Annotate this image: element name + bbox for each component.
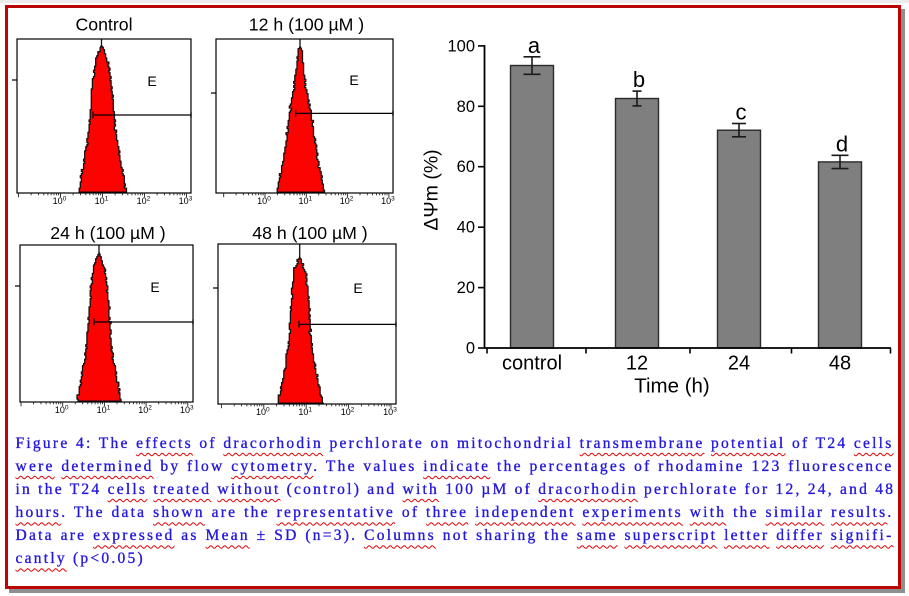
svg-text:48: 48: [829, 353, 851, 375]
svg-text:d: d: [836, 131, 848, 156]
svg-text:102: 102: [341, 407, 355, 417]
svg-text:103: 103: [179, 196, 193, 206]
svg-text:60: 60: [457, 158, 475, 176]
svg-text:ΔΨm (%): ΔΨm (%): [421, 149, 443, 230]
svg-text:101: 101: [298, 196, 312, 206]
svg-text:E: E: [150, 279, 159, 295]
svg-text:12 h (100 µM ): 12 h (100 µM ): [249, 15, 364, 35]
svg-text:b: b: [633, 67, 645, 92]
svg-text:101: 101: [298, 407, 312, 417]
svg-text:E: E: [349, 72, 358, 88]
svg-text:102: 102: [137, 196, 151, 206]
svg-text:100: 100: [55, 405, 69, 415]
svg-text:24: 24: [728, 353, 750, 375]
svg-text:102: 102: [138, 405, 152, 415]
svg-text:Control: Control: [75, 15, 132, 35]
svg-text:101: 101: [97, 405, 111, 415]
svg-text:103: 103: [383, 407, 397, 417]
svg-text:c: c: [736, 100, 747, 125]
svg-text:100: 100: [257, 196, 271, 206]
svg-text:100: 100: [256, 407, 270, 417]
svg-text:102: 102: [340, 196, 354, 206]
svg-text:20: 20: [457, 279, 475, 297]
svg-text:101: 101: [95, 196, 109, 206]
svg-text:E: E: [353, 280, 362, 296]
svg-text:E: E: [147, 73, 156, 89]
svg-text:0: 0: [466, 340, 475, 358]
svg-text:12: 12: [626, 353, 648, 375]
svg-text:Time (h): Time (h): [634, 375, 710, 398]
svg-text:control: control: [502, 353, 562, 375]
svg-text:103: 103: [180, 405, 194, 415]
svg-text:48 h (100 µM ): 48 h (100 µM ): [252, 223, 367, 243]
svg-text:100: 100: [447, 37, 475, 55]
svg-text:24 h (100 µM ): 24 h (100 µM ): [50, 223, 165, 243]
svg-text:80: 80: [457, 98, 475, 116]
svg-text:a: a: [528, 33, 541, 58]
svg-text:100: 100: [53, 196, 67, 206]
svg-text:103: 103: [381, 196, 395, 206]
svg-text:40: 40: [457, 219, 475, 237]
